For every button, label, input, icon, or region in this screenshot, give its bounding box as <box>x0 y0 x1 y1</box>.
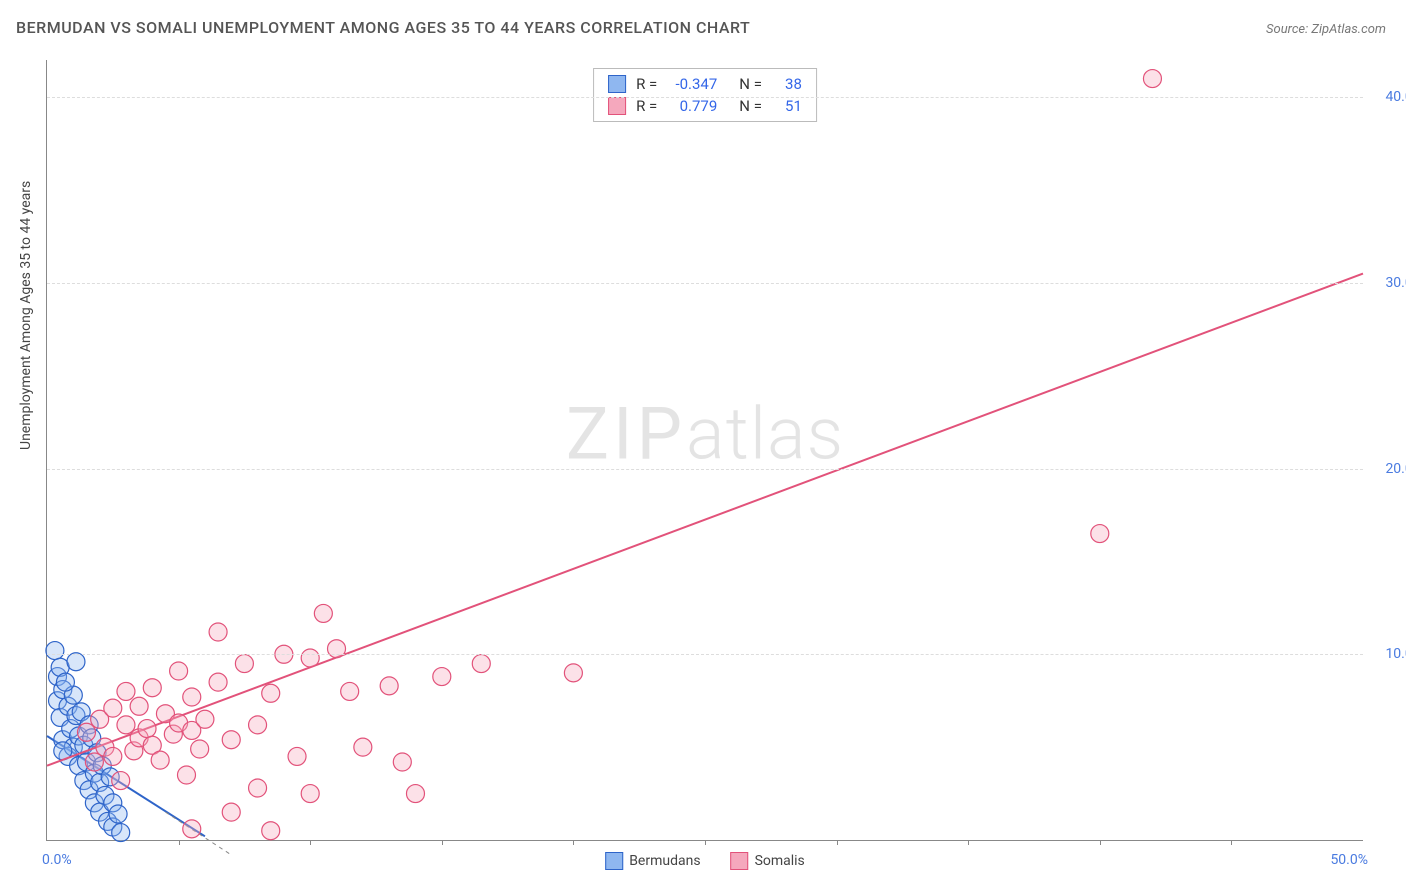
data-point <box>143 679 161 697</box>
x-tick <box>442 840 443 845</box>
gridline <box>47 654 1363 655</box>
data-point <box>262 822 280 840</box>
legend-swatch <box>731 852 749 870</box>
x-axis-min-label: 0.0% <box>42 852 72 868</box>
stats-n-value: 51 <box>772 97 802 115</box>
gridline <box>47 469 1363 470</box>
data-point <box>301 649 319 667</box>
y-tick-label: 20.0% <box>1368 461 1406 477</box>
data-point <box>170 662 188 680</box>
chart-container: BERMUDAN VS SOMALI UNEMPLOYMENT AMONG AG… <box>0 0 1406 892</box>
data-point <box>130 697 148 715</box>
stats-r-label: R = <box>636 97 657 115</box>
data-point <box>472 655 490 673</box>
data-point <box>109 805 127 823</box>
gridline <box>47 97 1363 98</box>
legend-item: Bermudans <box>605 852 700 870</box>
data-point <box>183 820 201 838</box>
legend-label: Bermudans <box>629 853 700 869</box>
data-point <box>104 747 122 765</box>
data-point <box>112 824 130 842</box>
stats-n-value: 38 <box>772 75 802 93</box>
scatter-svg <box>47 60 1363 840</box>
gridline <box>47 283 1363 284</box>
chart-title: BERMUDAN VS SOMALI UNEMPLOYMENT AMONG AG… <box>16 18 750 37</box>
data-point <box>301 785 319 803</box>
y-axis-title: Unemployment Among Ages 35 to 44 years <box>18 181 34 450</box>
stats-n-label: N = <box>739 97 762 115</box>
data-point <box>191 740 209 758</box>
data-point <box>235 655 253 673</box>
legend-swatch <box>605 852 623 870</box>
data-point <box>46 642 64 660</box>
data-point <box>288 747 306 765</box>
stats-r-value: 0.779 <box>667 97 717 115</box>
source-label: Source: ZipAtlas.com <box>1266 22 1386 37</box>
stats-swatch <box>608 97 626 115</box>
data-point <box>249 716 267 734</box>
data-point <box>1143 70 1161 88</box>
data-point <box>249 779 267 797</box>
x-tick <box>179 840 180 845</box>
stats-box: R = -0.347 N = 38 R = 0.779 N = 51 <box>593 68 817 122</box>
data-point <box>183 688 201 706</box>
legend-bottom: Bermudans Somalis <box>605 852 805 870</box>
plot-area: ZIPatlas 0.0% 50.0% BermudansSomalis R =… <box>46 60 1363 841</box>
y-tick-label: 40.0% <box>1368 89 1406 105</box>
data-point <box>67 653 85 671</box>
stats-swatch <box>608 75 626 93</box>
legend-label: Somalis <box>755 853 805 869</box>
data-point <box>380 677 398 695</box>
data-point <box>222 803 240 821</box>
y-tick-label: 10.0% <box>1368 646 1406 662</box>
x-tick <box>573 840 574 845</box>
data-point <box>406 785 424 803</box>
data-point <box>314 604 332 622</box>
data-point <box>177 766 195 784</box>
data-point <box>209 673 227 691</box>
x-tick <box>705 840 706 845</box>
data-point <box>262 684 280 702</box>
y-tick-label: 30.0% <box>1368 275 1406 291</box>
data-point <box>354 738 372 756</box>
legend-item: Somalis <box>731 852 805 870</box>
data-point <box>564 664 582 682</box>
data-point <box>1091 525 1109 543</box>
x-tick <box>968 840 969 845</box>
data-point <box>433 668 451 686</box>
data-point <box>138 720 156 738</box>
stats-n-label: N = <box>739 75 762 93</box>
stats-r-value: -0.347 <box>667 75 717 93</box>
data-point <box>196 710 214 728</box>
data-point <box>209 623 227 641</box>
data-point <box>56 673 74 691</box>
stats-r-label: R = <box>636 75 657 93</box>
data-point <box>117 682 135 700</box>
x-tick <box>837 840 838 845</box>
x-axis-max-label: 50.0% <box>1330 852 1368 868</box>
x-tick <box>310 840 311 845</box>
regression-line <box>47 274 1363 766</box>
data-point <box>341 682 359 700</box>
stats-row: R = 0.779 N = 51 <box>608 95 802 117</box>
x-tick <box>1231 840 1232 845</box>
stats-row: R = -0.347 N = 38 <box>608 73 802 95</box>
data-point <box>104 699 122 717</box>
x-tick <box>1100 840 1101 845</box>
data-point <box>112 772 130 790</box>
data-point <box>393 753 411 771</box>
data-point <box>151 751 169 769</box>
data-point <box>222 731 240 749</box>
